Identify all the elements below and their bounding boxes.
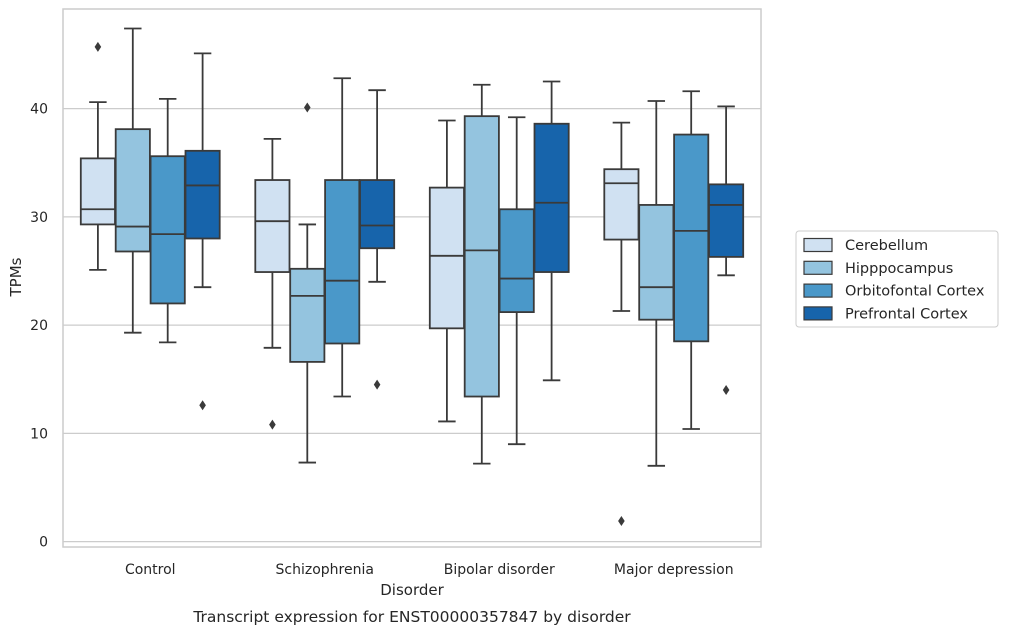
outlier-point: [304, 102, 311, 113]
y-tick-label: 20: [30, 318, 48, 334]
x-tick-label: Major depression: [614, 562, 734, 578]
legend-label: Prefrontal Cortex: [845, 306, 968, 322]
box-iqr: [638, 204, 675, 321]
box-1-2: [324, 77, 361, 398]
box-1-3: [359, 89, 396, 390]
box-3-2: [673, 90, 710, 430]
box-iqr: [149, 155, 186, 305]
box-2-1: [463, 83, 500, 465]
box-iqr: [359, 179, 396, 250]
legend-swatch: [803, 283, 833, 298]
box-2-3: [533, 80, 570, 382]
box-0-3: [184, 52, 221, 411]
box-0-1: [114, 27, 151, 334]
x-tick-label: Bipolar disorder: [444, 562, 555, 578]
box-1-1: [289, 102, 326, 464]
outlier-point: [722, 385, 730, 396]
plot-frame: [62, 8, 762, 548]
y-tick-label: 10: [30, 426, 48, 442]
y-tick-labels: 0 10 20 30 40: [30, 102, 48, 551]
outlier-point: [269, 419, 276, 430]
legend-swatch: [803, 306, 833, 321]
y-tick-label: 40: [30, 102, 48, 118]
box-iqr: [673, 133, 710, 343]
outlier-point: [199, 400, 206, 411]
box-iqr: [428, 186, 465, 330]
box-2-2: [498, 116, 535, 446]
outlier-point: [94, 41, 102, 52]
box-iqr: [114, 128, 151, 253]
y-axis-label: TPMs: [7, 257, 25, 297]
box-3-3: [708, 105, 745, 396]
legend-label: Cerebellum: [845, 238, 928, 254]
box-1-0: [254, 137, 291, 430]
box-iqr: [79, 157, 116, 226]
box-3-0: [603, 121, 640, 527]
legend-frame: [795, 230, 999, 328]
chart-caption: Transcript expression for ENST0000035784…: [192, 608, 631, 626]
box-iqr: [324, 179, 361, 345]
x-tick-labels: Control Schizophrenia Bipolar disorder Majo…: [125, 562, 734, 578]
box-iqr: [463, 115, 500, 398]
box-iqr: [498, 208, 535, 313]
box-iqr: [254, 179, 291, 273]
box-iqr: [184, 149, 221, 240]
x-tick-label: Control: [125, 562, 176, 578]
box-iqr: [708, 183, 745, 258]
outlier-point: [373, 379, 381, 390]
x-axis-label: Disorder: [380, 581, 444, 599]
y-tick-label: 0: [39, 535, 48, 551]
box-0-2: [149, 97, 186, 344]
box-2-0: [428, 119, 465, 423]
y-tick-label: 30: [30, 210, 48, 226]
legend-label: Orbitofontal Cortex: [845, 284, 985, 300]
box-3-1: [638, 100, 675, 467]
box-0-0: [79, 41, 116, 271]
legend-swatch: [803, 237, 833, 253]
box-iqr: [603, 168, 640, 241]
legend-swatch: [803, 260, 833, 275]
box-layer: [79, 27, 745, 527]
box-iqr: [289, 267, 326, 363]
legend: Cerebellum Hipppocampus Orbitofontal Corte…: [795, 230, 999, 328]
box-iqr: [533, 122, 570, 273]
legend-label: Hipppocampus: [845, 261, 953, 277]
x-tick-label: Schizophrenia: [276, 562, 374, 578]
outlier-point: [618, 516, 625, 527]
